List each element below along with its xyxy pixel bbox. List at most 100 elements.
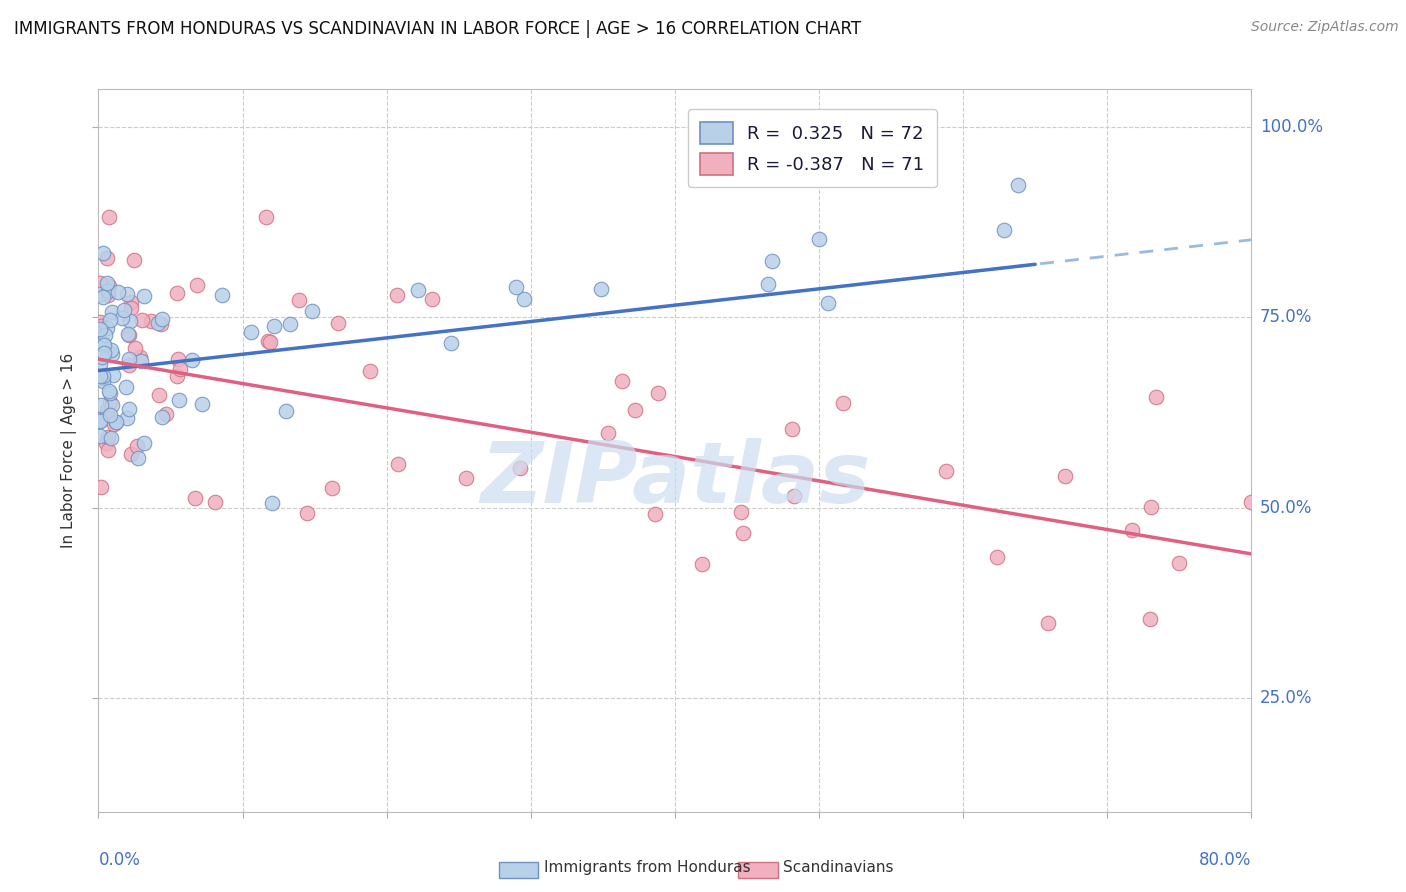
- Point: [993, 223, 1015, 237]
- Point: [1167, 556, 1189, 570]
- Point: [96, 403, 118, 417]
- Point: [807, 232, 830, 246]
- Point: [152, 409, 174, 424]
- Text: Source: ZipAtlas.com: Source: ZipAtlas.com: [1251, 20, 1399, 34]
- Point: [166, 368, 188, 383]
- Point: [387, 457, 409, 471]
- Point: [321, 481, 343, 495]
- Point: [117, 401, 139, 416]
- Text: 75.0%: 75.0%: [1260, 309, 1312, 326]
- Point: [107, 285, 129, 300]
- Point: [1054, 469, 1077, 483]
- Text: 50.0%: 50.0%: [1260, 499, 1312, 516]
- Point: [97, 430, 120, 444]
- Text: 0.0%: 0.0%: [98, 851, 141, 869]
- Point: [420, 292, 443, 306]
- Text: Scandinavians: Scandinavians: [783, 861, 894, 875]
- Point: [211, 288, 233, 302]
- Point: [117, 326, 139, 341]
- Point: [1139, 612, 1161, 626]
- Point: [301, 304, 323, 318]
- Text: 80.0%: 80.0%: [1199, 851, 1251, 869]
- Point: [148, 387, 170, 401]
- Point: [756, 277, 779, 292]
- Point: [117, 410, 139, 425]
- Point: [98, 278, 121, 293]
- Point: [131, 313, 153, 327]
- Point: [127, 450, 149, 465]
- Point: [98, 386, 121, 401]
- Point: [124, 341, 146, 355]
- Point: [98, 408, 121, 422]
- Point: [1036, 616, 1059, 631]
- Point: [204, 495, 226, 509]
- Point: [122, 252, 145, 267]
- Point: [326, 316, 349, 330]
- Point: [101, 368, 124, 382]
- Point: [100, 343, 122, 357]
- Point: [509, 461, 531, 475]
- Point: [120, 447, 142, 461]
- Point: [831, 396, 853, 410]
- Point: [263, 318, 285, 333]
- Point: [103, 417, 125, 431]
- Point: [118, 328, 141, 343]
- Point: [730, 505, 752, 519]
- Point: [406, 283, 429, 297]
- Point: [1144, 390, 1167, 404]
- Point: [93, 290, 115, 304]
- Point: [596, 426, 619, 441]
- Point: [89, 370, 111, 384]
- Point: [115, 287, 138, 301]
- Point: [359, 364, 381, 378]
- Point: [115, 380, 138, 394]
- Point: [184, 491, 207, 506]
- Point: [89, 315, 111, 329]
- Point: [591, 282, 613, 296]
- Point: [98, 313, 121, 327]
- Text: ZIPatlas: ZIPatlas: [479, 438, 870, 521]
- Point: [89, 357, 111, 371]
- Point: [440, 336, 463, 351]
- Point: [105, 415, 128, 429]
- Point: [93, 346, 115, 360]
- Point: [118, 352, 141, 367]
- Point: [254, 211, 277, 225]
- Point: [731, 526, 754, 541]
- Point: [644, 507, 666, 521]
- Point: [101, 304, 124, 318]
- Point: [89, 428, 111, 442]
- Point: [166, 286, 188, 301]
- Point: [610, 374, 633, 388]
- Point: [169, 361, 191, 376]
- Point: [129, 354, 152, 368]
- Point: [150, 312, 173, 326]
- Point: [146, 316, 169, 330]
- Point: [91, 374, 114, 388]
- Point: [90, 319, 112, 334]
- Point: [97, 284, 120, 298]
- Point: [90, 398, 112, 412]
- Y-axis label: In Labor Force | Age > 16: In Labor Force | Age > 16: [60, 353, 77, 548]
- Point: [167, 393, 190, 408]
- Point: [89, 322, 111, 336]
- Point: [97, 210, 120, 224]
- Point: [101, 398, 124, 412]
- Point: [91, 246, 114, 260]
- Point: [256, 334, 278, 348]
- Point: [240, 325, 263, 339]
- Point: [262, 496, 284, 510]
- Point: [89, 371, 111, 385]
- Point: [761, 254, 783, 268]
- Text: 100.0%: 100.0%: [1260, 119, 1323, 136]
- Text: IMMIGRANTS FROM HONDURAS VS SCANDINAVIAN IN LABOR FORCE | AGE > 16 CORRELATION C: IMMIGRANTS FROM HONDURAS VS SCANDINAVIAN…: [14, 20, 862, 37]
- Point: [134, 436, 156, 450]
- Point: [155, 407, 177, 421]
- Point: [89, 411, 111, 425]
- Point: [1240, 495, 1263, 509]
- Point: [278, 318, 301, 332]
- Point: [167, 351, 190, 366]
- Point: [385, 288, 408, 302]
- Point: [91, 369, 114, 384]
- Point: [89, 276, 111, 290]
